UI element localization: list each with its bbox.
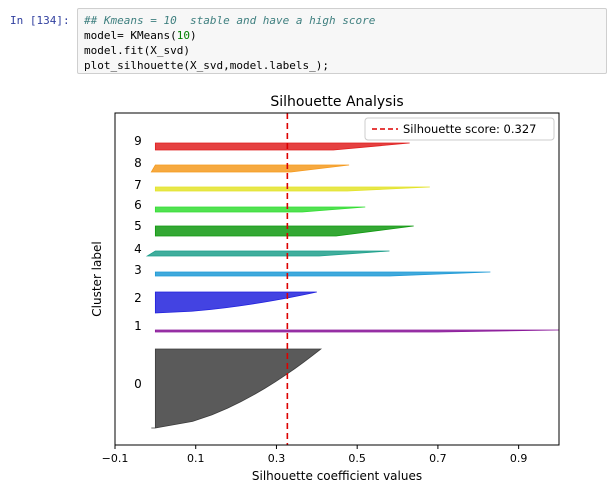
chart-xlabel: Silhouette coefficient values <box>252 469 422 483</box>
silhouette-band-3 <box>154 271 491 277</box>
silhouette-band-4 <box>145 250 390 257</box>
x-tick-label: −0.1 <box>102 452 129 465</box>
axes-frame <box>114 112 560 446</box>
legend-box <box>364 117 555 141</box>
code-line-plot: plot_silhouette(X_svd,model.labels_); <box>84 59 330 72</box>
x-tick-label: 0.7 <box>429 452 447 465</box>
chart-title: Silhouette Analysis <box>270 94 403 110</box>
cluster-label-7: 7 <box>134 178 142 192</box>
silhouette-band-6 <box>154 206 366 213</box>
silhouette-band-1 <box>154 329 560 333</box>
code-line-fit: model.fit(X_svd) <box>84 44 190 57</box>
silhouette-chart: Silhouette Analysis Cluster label Silhou… <box>90 94 560 483</box>
x-tick-label: 0.9 <box>510 452 528 465</box>
legend: Silhouette score: 0.327 <box>364 117 555 141</box>
cluster-label-4: 4 <box>134 242 142 256</box>
silhouette-band-0 <box>151 348 323 429</box>
cluster-label-2: 2 <box>134 291 142 305</box>
cell-output: Silhouette Analysis Cluster label Silhou… <box>0 80 609 491</box>
x-tick-label: 0.1 <box>187 452 205 465</box>
legend-label: Silhouette score: 0.327 <box>403 122 536 136</box>
cluster-label-9: 9 <box>134 134 142 148</box>
chart-ylabel: Cluster label <box>90 241 104 316</box>
x-tick-label: 0.3 <box>268 452 286 465</box>
cluster-label-5: 5 <box>134 219 142 233</box>
cluster-label-3: 3 <box>134 263 142 277</box>
silhouette-band-8 <box>150 164 350 173</box>
silhouette-band-5 <box>154 225 414 237</box>
cluster-label-6: 6 <box>134 198 142 212</box>
input-prompt: In [134]: <box>10 14 70 27</box>
cluster-label-1: 1 <box>134 319 142 333</box>
silhouette-band-7 <box>154 186 430 192</box>
code-line-model: model= KMeans(10) <box>84 29 197 42</box>
cluster-label-0: 0 <box>134 377 142 391</box>
code-comment-line: ## Kmeans = 10 stable and have a high sc… <box>84 14 376 27</box>
code-cell[interactable]: ## Kmeans = 10 stable and have a high sc… <box>77 8 607 74</box>
x-tick-label: 0.5 <box>348 452 366 465</box>
silhouette-band-2 <box>154 291 317 314</box>
silhouette-band-9 <box>154 142 410 151</box>
cluster-label-8: 8 <box>134 156 142 170</box>
